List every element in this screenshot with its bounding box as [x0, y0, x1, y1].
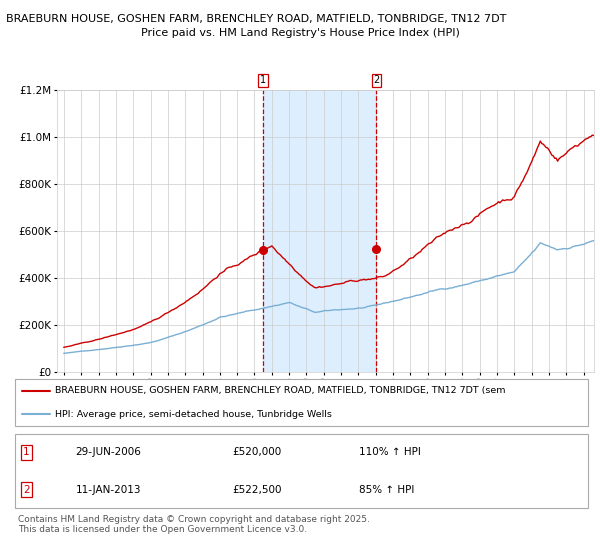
- Text: BRAEBURN HOUSE, GOSHEN FARM, BRENCHLEY ROAD, MATFIELD, TONBRIDGE, TN12 7DT: BRAEBURN HOUSE, GOSHEN FARM, BRENCHLEY R…: [6, 14, 506, 24]
- Text: BRAEBURN HOUSE, GOSHEN FARM, BRENCHLEY ROAD, MATFIELD, TONBRIDGE, TN12 7DT (sem: BRAEBURN HOUSE, GOSHEN FARM, BRENCHLEY R…: [55, 386, 506, 395]
- Text: 11-JAN-2013: 11-JAN-2013: [76, 484, 141, 494]
- Text: 110% ↑ HPI: 110% ↑ HPI: [359, 447, 421, 458]
- Text: 85% ↑ HPI: 85% ↑ HPI: [359, 484, 415, 494]
- Text: Price paid vs. HM Land Registry's House Price Index (HPI): Price paid vs. HM Land Registry's House …: [140, 28, 460, 38]
- Text: Contains HM Land Registry data © Crown copyright and database right 2025.
This d: Contains HM Land Registry data © Crown c…: [18, 515, 370, 534]
- Text: 1: 1: [260, 76, 266, 85]
- Text: £520,000: £520,000: [232, 447, 281, 458]
- Bar: [263, 90, 376, 372]
- Text: 2: 2: [373, 76, 380, 85]
- Text: 1: 1: [23, 447, 30, 458]
- Text: £522,500: £522,500: [232, 484, 281, 494]
- Text: HPI: Average price, semi-detached house, Tunbridge Wells: HPI: Average price, semi-detached house,…: [55, 410, 332, 419]
- Text: 29-JUN-2006: 29-JUN-2006: [76, 447, 142, 458]
- Text: 2: 2: [23, 484, 30, 494]
